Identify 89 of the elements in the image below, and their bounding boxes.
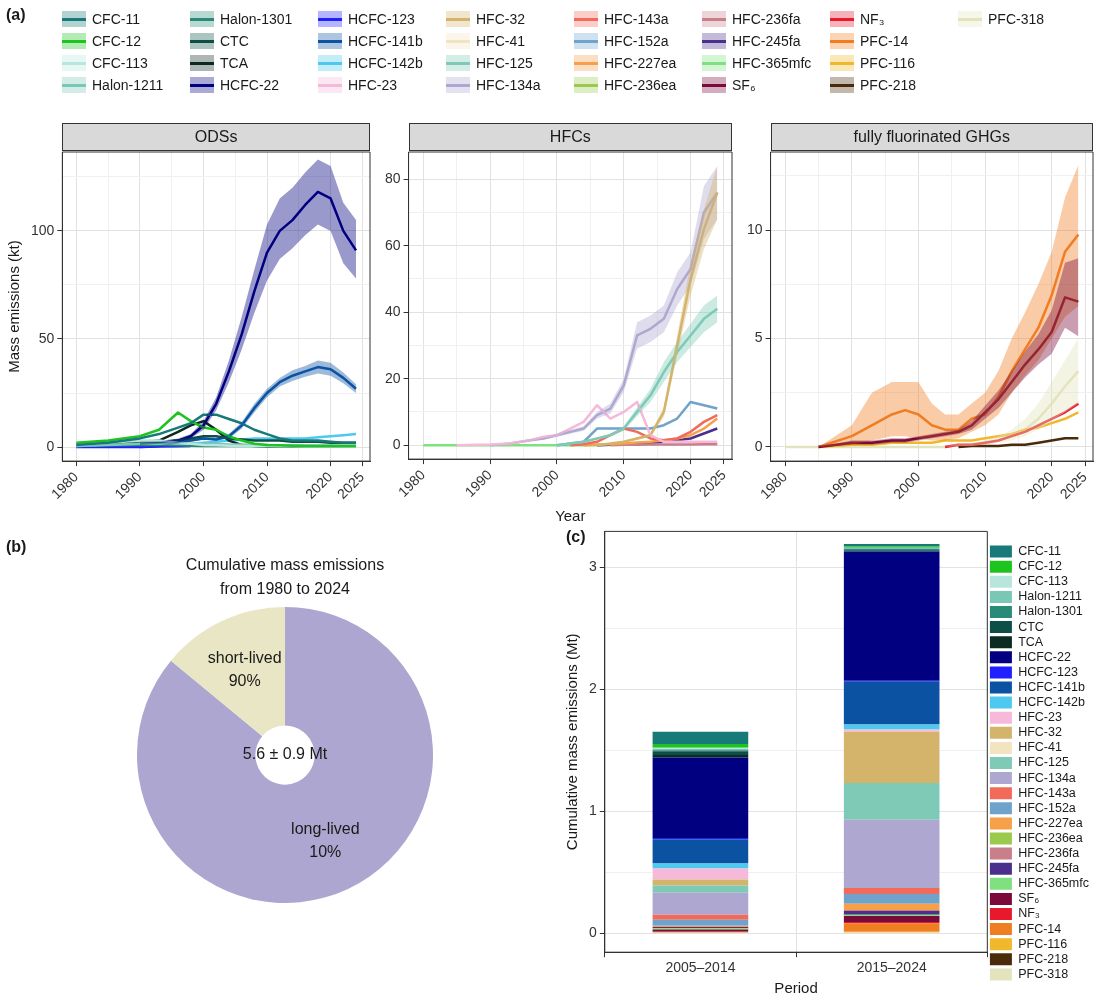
legend-label: HCFC-141b <box>348 33 423 49</box>
legend-label: HFC-32 <box>1018 725 1062 740</box>
y-tick-label: 0 <box>392 436 401 452</box>
legend-label: CFC-12 <box>92 33 142 49</box>
legend-label: HFC-41 <box>476 33 526 49</box>
y-tick-label: 0 <box>46 437 55 454</box>
text: (a) <box>6 6 26 24</box>
legend-label: HCFC-141b <box>1018 679 1085 694</box>
legend-label: HFC-134a <box>476 77 541 93</box>
legend-label: HFC-152a <box>604 33 669 49</box>
legend-label: HFC-365mfc <box>1018 876 1089 891</box>
y-axis-title: Mass emissions (kt) <box>5 240 23 373</box>
legend-label: HFC-227ea <box>604 55 677 71</box>
legend-label: PFC-116 <box>860 55 915 71</box>
x-axis-title: Period <box>774 979 818 997</box>
legend-label: PFC-318 <box>988 11 1045 27</box>
chart-title: HFCs <box>408 123 732 151</box>
legend-label: PFC-218 <box>860 77 917 93</box>
y-tick-label: 40 <box>384 303 401 320</box>
x-tick-label: 2015–2024 <box>856 959 927 976</box>
y-tick-label: 2 <box>588 680 597 697</box>
legend-label: CFC-113 <box>1018 574 1068 589</box>
text: long-lived 10% <box>291 820 360 861</box>
text: (b) <box>6 538 27 556</box>
legend-label: PFC-14 <box>1018 921 1062 936</box>
legend-label: PFC-14 <box>860 33 909 49</box>
x-tick-label: 2005–2014 <box>665 959 736 976</box>
legend-label: HCFC-22 <box>1018 649 1071 664</box>
legend-label: TCA <box>220 55 248 71</box>
legend-label: HFC-365mfc <box>732 55 812 71</box>
legend-label: NF₃ <box>860 11 885 27</box>
legend-label: HFC-23 <box>1018 710 1062 725</box>
x-axis-title: Year <box>555 507 586 525</box>
text: short-lived 90% <box>207 648 282 689</box>
y-tick-label: 80 <box>384 170 401 187</box>
legend-label: HFC-236fa <box>732 11 801 27</box>
legend-label: HFC-134a <box>1018 770 1076 785</box>
legend-label: HCFC-142b <box>1018 695 1085 710</box>
y-tick-label: 50 <box>38 329 55 346</box>
legend-label: Halon-1211 <box>1018 589 1082 604</box>
y-tick-label: 1 <box>588 801 597 818</box>
legend-label: CFC-113 <box>92 55 148 71</box>
legend-label: HCFC-123 <box>1018 664 1078 679</box>
legend-label: HFC-152a <box>1018 800 1076 815</box>
legend-label: HFC-143a <box>604 11 669 27</box>
legend-label: HFC-236ea <box>604 77 677 93</box>
legend-label: HFC-245fa <box>732 33 801 49</box>
legend-label: HFC-23 <box>348 77 398 93</box>
y-tick-label: 0 <box>588 923 597 940</box>
text: (c) <box>566 528 586 546</box>
legend-label: Halon-1211 <box>92 77 164 93</box>
y-tick-label: 5 <box>754 329 763 346</box>
legend-label: HFC-143a <box>1018 785 1076 800</box>
legend-label: PFC-218 <box>1018 951 1069 966</box>
legend-label: HFC-236ea <box>1018 830 1083 845</box>
legend-label: PFC-116 <box>1018 936 1068 951</box>
legend-label: TCA <box>1018 634 1044 649</box>
y-tick-label: 100 <box>31 221 55 238</box>
legend-label: HFC-245fa <box>1018 861 1080 876</box>
text: 5.6 ± 0.9 Mt <box>242 745 328 763</box>
legend-label: HFC-236fa <box>1018 846 1080 861</box>
legend-label: CFC-11 <box>92 11 140 27</box>
legend-label: HFC-125 <box>476 55 533 71</box>
y-axis-title: Cumulative mass emissions (Mt) <box>563 633 581 851</box>
legend-label: HFC-32 <box>476 11 526 27</box>
legend-label: SF₆ <box>1018 891 1040 906</box>
y-tick-label: 60 <box>384 236 401 253</box>
legend-label: Halon-1301 <box>1018 604 1083 619</box>
legend-label: Halon-1301 <box>220 11 293 27</box>
legend-label: PFC-318 <box>1018 966 1069 981</box>
chart-title: Cumulative mass emissions from 1980 to 2024 <box>184 555 386 599</box>
legend-label: NF₃ <box>1018 906 1040 921</box>
legend-label: SF₆ <box>732 77 756 93</box>
legend-label: CTC <box>1018 619 1044 634</box>
legend-label: HFC-41 <box>1018 740 1062 755</box>
y-tick-label: 10 <box>746 220 763 237</box>
y-tick-label: 20 <box>384 369 401 386</box>
legend-label: CFC-12 <box>1018 559 1062 574</box>
legend-label: HCFC-123 <box>348 11 415 27</box>
legend-label: HFC-125 <box>1018 755 1069 770</box>
y-tick-label: 0 <box>754 437 763 454</box>
legend-label: CTC <box>220 33 249 49</box>
chart-title: fully fluorinated GHGs <box>770 123 1093 151</box>
y-tick-label: 3 <box>588 558 597 575</box>
legend-label: HFC-227ea <box>1018 815 1083 830</box>
legend-label: HCFC-22 <box>220 77 280 93</box>
chart-title: ODSs <box>62 123 370 151</box>
legend-label: HCFC-142b <box>348 55 423 71</box>
legend-label: CFC-11 <box>1018 544 1062 559</box>
